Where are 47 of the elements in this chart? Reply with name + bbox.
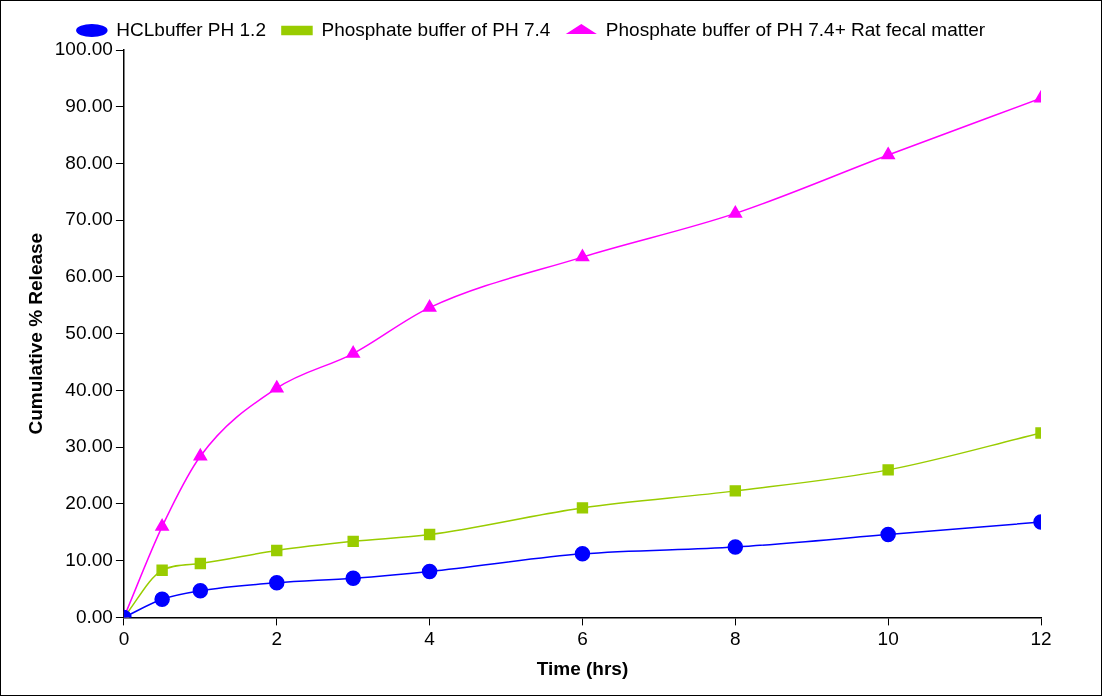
y-axis-title: Cumulative % Release — [24, 232, 46, 435]
point — [271, 544, 283, 557]
y-tick-label: 50.00 — [65, 321, 113, 343]
point — [345, 570, 361, 586]
legend-label: HCLbuffer PH 1.2 — [116, 18, 266, 40]
point — [193, 448, 208, 461]
y-tick-label: 30.00 — [65, 435, 113, 457]
x-axis-title: Time (hrs) — [536, 657, 629, 679]
point — [421, 563, 438, 580]
y-tick-label: 80.00 — [65, 151, 113, 173]
x-tick-label: 0 — [118, 628, 130, 650]
legend-label: Phosphate buffer of PH 7.4+ Rat fecal matter — [605, 18, 986, 40]
x-tick-label: 2 — [271, 628, 283, 650]
point — [882, 464, 894, 476]
point — [729, 485, 741, 497]
x-tick-label: 10 — [877, 628, 899, 650]
y-tick-label: 90.00 — [65, 94, 113, 116]
point — [269, 380, 284, 393]
x-tick-label: 4 — [424, 628, 436, 650]
point — [728, 205, 743, 218]
point — [347, 535, 359, 548]
point — [269, 575, 285, 591]
x-tick-label: 12 — [1030, 628, 1052, 650]
x-tick-label: 8 — [730, 628, 741, 650]
point — [727, 539, 744, 555]
point — [154, 591, 170, 607]
point — [575, 249, 590, 262]
point — [194, 557, 207, 570]
y-tick-label: 100.00 — [54, 38, 113, 60]
y-tick-label: 70.00 — [65, 208, 113, 230]
y-tick-label: 10.00 — [65, 548, 113, 570]
point — [192, 582, 209, 599]
x-tick-label: 6 — [577, 628, 588, 650]
legend-label: Phosphate buffer of PH 7.4 — [321, 18, 551, 40]
point — [155, 518, 169, 531]
point — [576, 502, 589, 514]
y-tick-label: 0.00 — [75, 605, 113, 627]
point — [423, 528, 436, 541]
point — [880, 526, 896, 543]
point — [574, 546, 591, 562]
point — [156, 564, 168, 577]
point — [346, 345, 360, 358]
y-tick-label: 60.00 — [65, 265, 113, 287]
y-tick-label: 20.00 — [65, 492, 113, 514]
y-tick-label: 40.00 — [65, 378, 113, 400]
point — [422, 299, 437, 312]
point — [881, 147, 895, 160]
